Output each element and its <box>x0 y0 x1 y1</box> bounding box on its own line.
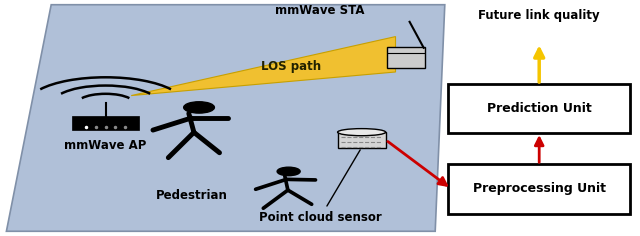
FancyBboxPatch shape <box>387 47 425 68</box>
Text: Prediction Unit: Prediction Unit <box>487 102 591 115</box>
Text: Point cloud sensor: Point cloud sensor <box>259 150 381 224</box>
Polygon shape <box>131 37 396 96</box>
FancyBboxPatch shape <box>448 84 630 133</box>
Text: LOS path: LOS path <box>261 59 321 73</box>
Text: Pedestrian: Pedestrian <box>156 189 228 202</box>
Ellipse shape <box>338 129 385 136</box>
Text: mmWave AP: mmWave AP <box>65 139 147 152</box>
Text: Preprocessing Unit: Preprocessing Unit <box>473 182 605 195</box>
FancyBboxPatch shape <box>448 164 630 214</box>
Text: mmWave STA: mmWave STA <box>275 4 365 17</box>
Text: Future link quality: Future link quality <box>478 9 600 22</box>
Circle shape <box>184 102 214 113</box>
Circle shape <box>277 167 300 176</box>
FancyBboxPatch shape <box>72 116 139 130</box>
FancyBboxPatch shape <box>338 132 385 148</box>
Polygon shape <box>6 5 445 231</box>
